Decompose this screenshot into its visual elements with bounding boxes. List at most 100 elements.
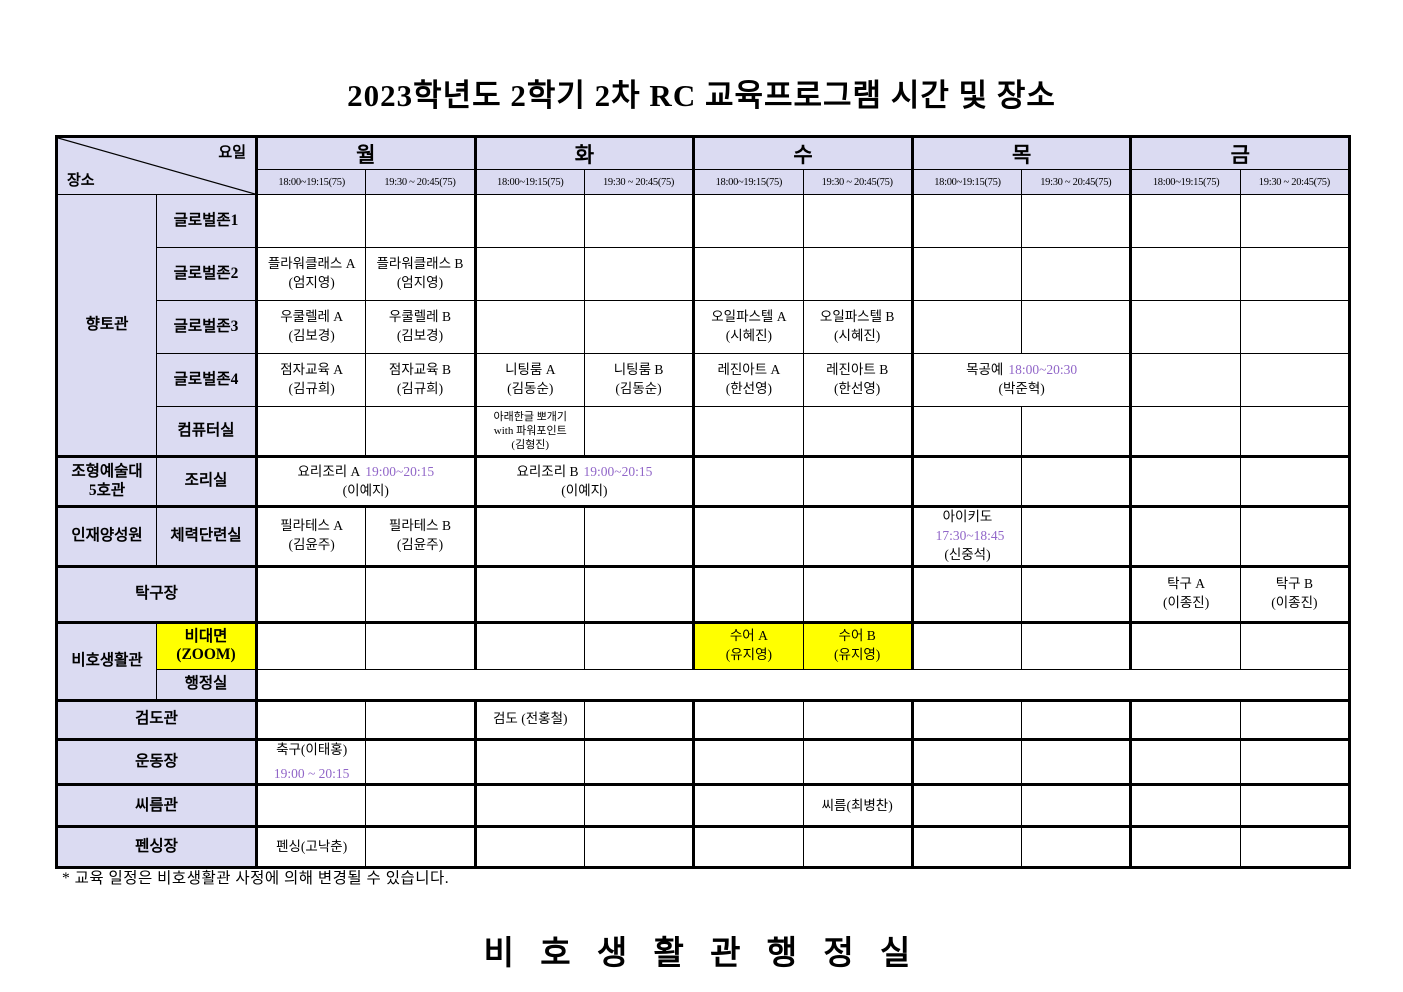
empty-slot bbox=[474, 565, 585, 624]
empty-slot bbox=[1130, 784, 1241, 829]
empty-slot bbox=[1239, 300, 1351, 354]
time-header: 18:00~19:15(75) bbox=[911, 169, 1023, 195]
empty-slot bbox=[802, 247, 914, 301]
empty-slot bbox=[1021, 300, 1133, 354]
empty-slot bbox=[365, 738, 477, 787]
empty-slot bbox=[583, 738, 696, 787]
cell-braille-b: 점자교육 B (김규희) bbox=[365, 353, 477, 407]
empty-slot bbox=[1130, 621, 1241, 670]
empty-slot bbox=[1130, 699, 1241, 741]
place-hyangto: 향토관 bbox=[56, 194, 157, 458]
empty-slot bbox=[365, 565, 477, 624]
cell-aikido: 아이키도17:30~18:45 (신중석) bbox=[911, 506, 1023, 568]
empty-slot bbox=[583, 247, 696, 301]
empty-slot bbox=[911, 738, 1023, 787]
cell-knitting-b: 니팅룸 B (김동순) bbox=[583, 353, 696, 407]
empty-slot bbox=[365, 621, 477, 670]
empty-slot bbox=[1239, 194, 1351, 248]
corner-header: 요일 장소 bbox=[56, 136, 258, 195]
empty-slot bbox=[1239, 621, 1351, 670]
empty-slot bbox=[1021, 826, 1133, 869]
cell-kendo: 검도 (전홍철) bbox=[474, 699, 585, 741]
empty-slot bbox=[1021, 456, 1133, 508]
empty-slot bbox=[693, 406, 804, 458]
empty-slot bbox=[1130, 353, 1241, 407]
cell-braille-a: 점자교육 A (김규희) bbox=[255, 353, 367, 407]
cell-oilpastel-b: 오일파스텔 B (시혜진) bbox=[802, 300, 914, 354]
empty-slot bbox=[255, 565, 367, 624]
place-admin-office: 행정실 bbox=[156, 668, 258, 702]
empty-slot bbox=[583, 194, 696, 248]
empty-slot bbox=[255, 194, 367, 248]
place-online-zoom: 비대면 (ZOOM) bbox=[156, 621, 258, 670]
cell-oilpastel-a: 오일파스텔 A (시혜진) bbox=[693, 300, 804, 354]
page-title: 2023학년도 2학기 2차 RC 교육프로그램 시간 및 장소 bbox=[347, 78, 1056, 113]
place-cooking-room: 조리실 bbox=[156, 456, 258, 508]
empty-slot bbox=[474, 247, 585, 301]
empty-slot bbox=[1021, 506, 1133, 568]
place-fencing-hall: 펜싱장 bbox=[56, 826, 258, 869]
empty-slot bbox=[802, 565, 914, 624]
time-header: 19:30 ~ 20:45(75) bbox=[802, 169, 914, 195]
empty-slot bbox=[583, 506, 696, 568]
empty-slot bbox=[474, 784, 585, 829]
empty-slot bbox=[474, 826, 585, 869]
cell-pilates-b: 필라테스 B (김윤주) bbox=[365, 506, 477, 568]
day-header-tue: 화 bbox=[474, 136, 696, 170]
time-header: 18:00~19:15(75) bbox=[693, 169, 804, 195]
empty-slot bbox=[474, 506, 585, 568]
empty-slot bbox=[255, 699, 367, 741]
empty-slot bbox=[693, 506, 804, 568]
empty-slot bbox=[1130, 300, 1241, 354]
cell-tabletennis-b: 탁구 B (이종진) bbox=[1239, 565, 1351, 624]
cell-ssireum: 씨름(최병찬) bbox=[802, 784, 914, 829]
cell-cooking-b: 요리조리 B 19:00~20:15 (이예지) bbox=[474, 456, 696, 508]
empty-slot bbox=[693, 699, 804, 741]
corner-place-label: 장소 bbox=[67, 173, 95, 189]
time-header: 18:00~19:15(75) bbox=[474, 169, 585, 195]
empty-slot bbox=[1130, 456, 1241, 508]
day-header-mon: 월 bbox=[256, 136, 477, 170]
place-pingpong-hall: 탁구장 bbox=[56, 565, 258, 624]
empty-slot bbox=[1021, 738, 1133, 787]
cell-tabletennis-a: 탁구 A (이종진) bbox=[1130, 565, 1241, 624]
place-kendo-hall: 검도관 bbox=[56, 699, 258, 741]
cell-signlang-a: 수어 A (유지영) bbox=[693, 621, 804, 670]
place-biho-dorm: 비호생활관 bbox=[56, 621, 157, 702]
empty-slot bbox=[1239, 247, 1351, 301]
time-header: 19:30 ~ 20:45(75) bbox=[1239, 169, 1351, 195]
empty-slot bbox=[1130, 738, 1241, 787]
empty-slot bbox=[1021, 406, 1133, 458]
place-ssireum-hall: 씨름관 bbox=[56, 784, 258, 829]
empty-slot bbox=[693, 784, 804, 829]
cell-hangul-ppt: 아래한글 뽀개기 with 파워포인트 (김형진) bbox=[474, 406, 585, 458]
empty-slot bbox=[1130, 194, 1241, 248]
empty-slot bbox=[1021, 784, 1133, 829]
empty-slot bbox=[693, 247, 804, 301]
empty-slot bbox=[583, 406, 696, 458]
place-training-center: 인재양성원 bbox=[56, 506, 157, 568]
empty-slot bbox=[802, 506, 914, 568]
cell-flower-class-a: 플라워클래스 A (엄지영) bbox=[255, 247, 367, 301]
cell-woodcraft: 목공예 18:00~20:30 (박준혁) bbox=[911, 353, 1133, 407]
empty-slot bbox=[1021, 565, 1133, 624]
empty-slot bbox=[1239, 699, 1351, 741]
time-header: 19:30 ~ 20:45(75) bbox=[365, 169, 477, 195]
empty-slot bbox=[1239, 406, 1351, 458]
empty-slot bbox=[693, 194, 804, 248]
empty-slot bbox=[802, 738, 914, 787]
empty-slot bbox=[802, 194, 914, 248]
corner-day-label: 요일 bbox=[218, 145, 246, 161]
empty-slot bbox=[583, 826, 696, 869]
empty-slot bbox=[1021, 699, 1133, 741]
empty-slot bbox=[255, 784, 367, 829]
empty-slot bbox=[365, 826, 477, 869]
empty-slot bbox=[802, 406, 914, 458]
empty-slot bbox=[583, 784, 696, 829]
empty-slot bbox=[693, 456, 804, 508]
cell-ukulele-a: 우쿨렐레 A (김보경) bbox=[255, 300, 367, 354]
time-header: 19:30 ~ 20:45(75) bbox=[583, 169, 696, 195]
empty-slot bbox=[365, 194, 477, 248]
place-globalzone3: 글로벌존3 bbox=[156, 300, 258, 354]
